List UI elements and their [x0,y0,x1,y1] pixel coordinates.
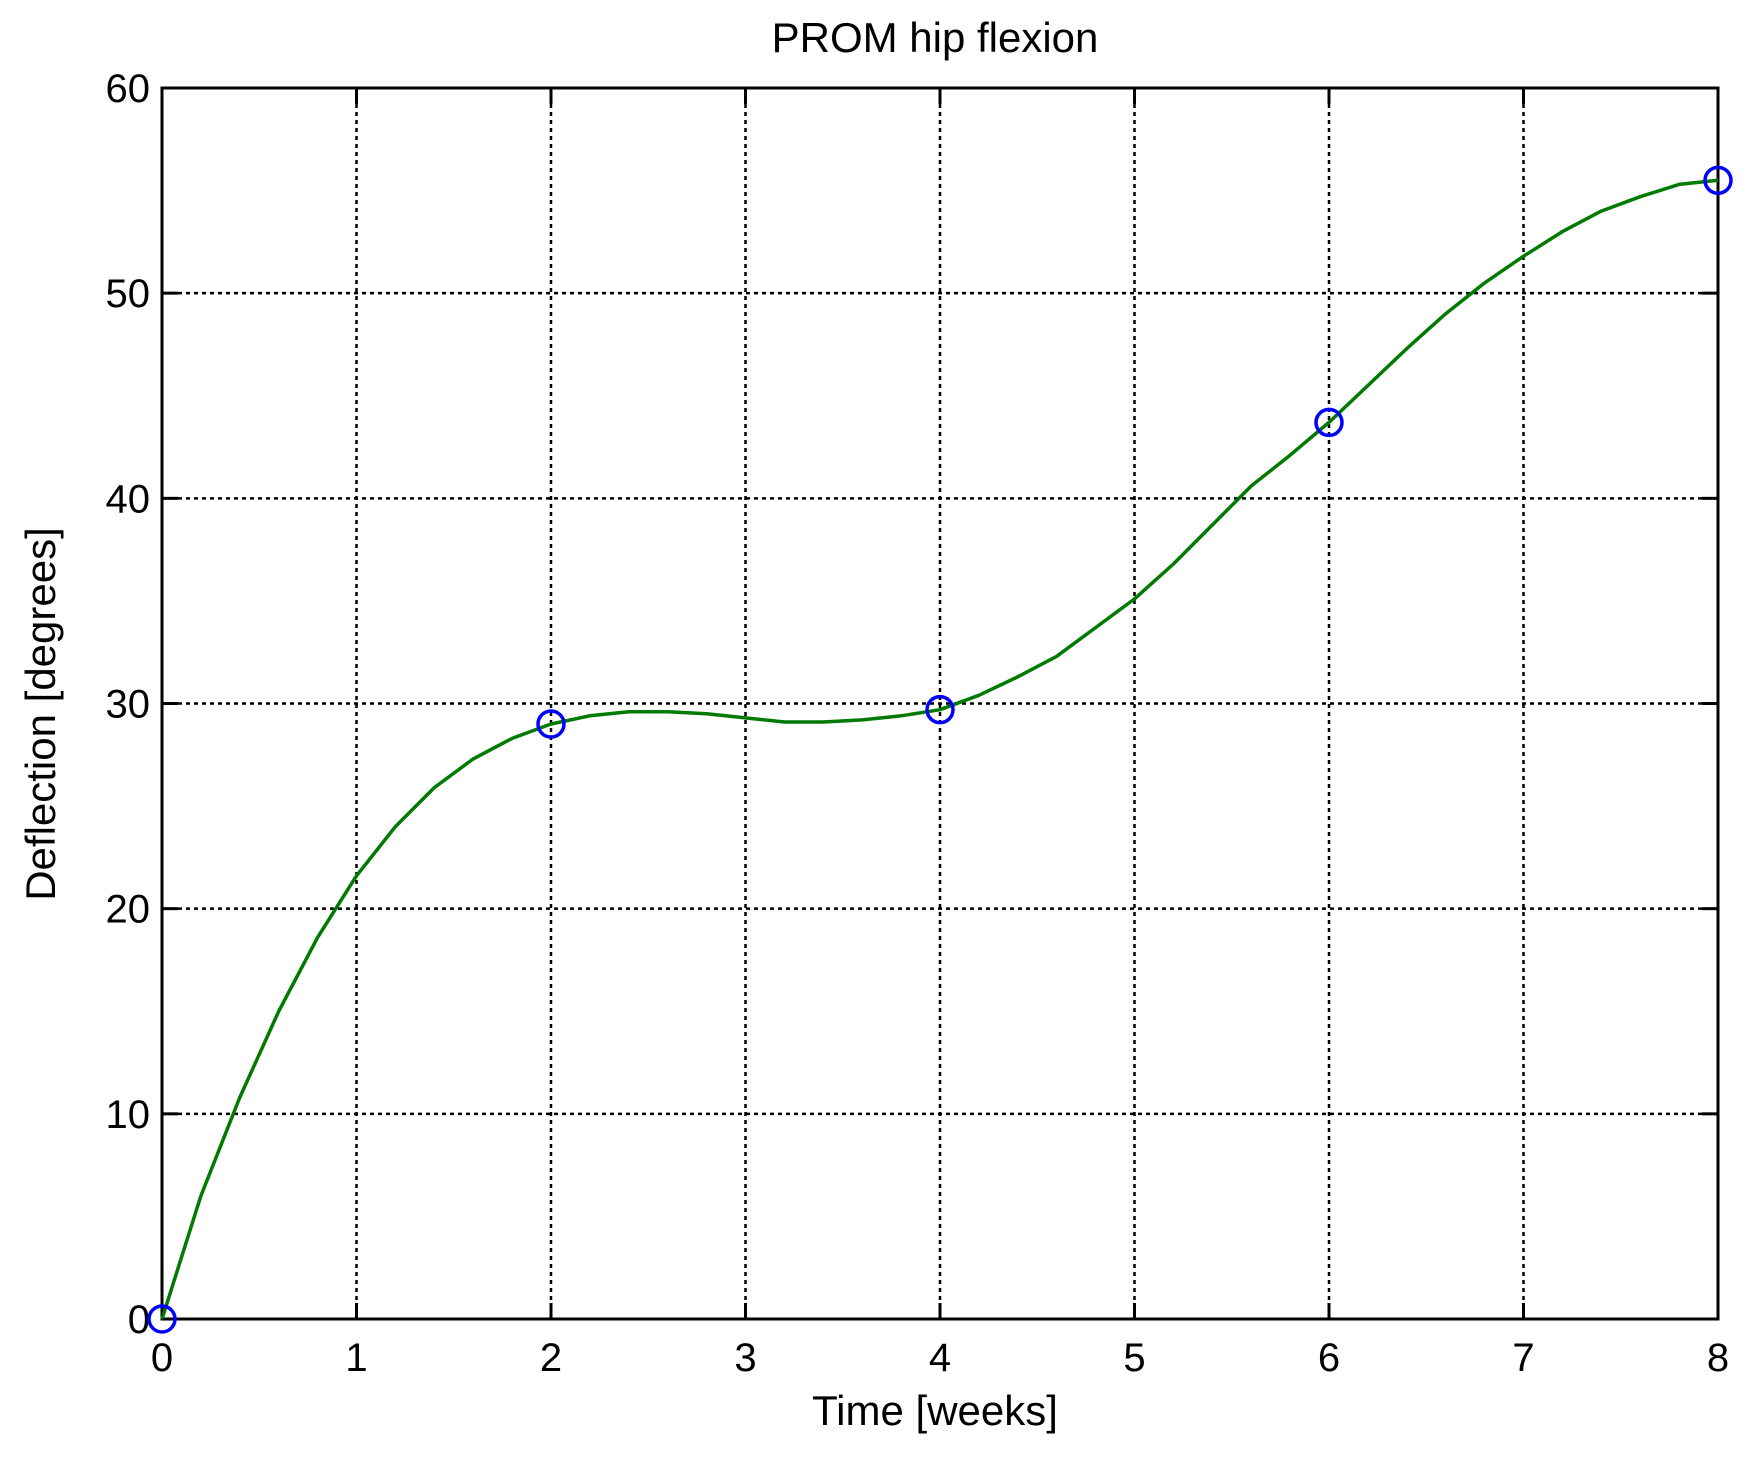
grid-lines [162,88,1718,1319]
series-layer [147,165,1733,1334]
x-axis-tick-labels: 0 1 2 3 4 5 6 7 8 [151,1336,1729,1380]
axis-ticks [160,86,1720,1321]
x-tick-label: 4 [929,1336,951,1380]
x-tick-label: 3 [734,1336,756,1380]
data-point [147,1304,177,1334]
x-tick-label: 1 [345,1336,367,1380]
data-point [536,709,566,739]
x-tick-label: 7 [1512,1336,1534,1380]
y-tick-label: 60 [106,67,151,111]
x-axis-label: Time [weeks] [812,1387,1058,1434]
chart-title: PROM hip flexion [772,14,1099,61]
y-axis-tick-labels: 0 10 20 30 40 50 60 [106,67,151,1342]
x-tick-label: 8 [1707,1336,1729,1380]
data-point [925,694,955,725]
x-tick-label: 6 [1318,1336,1340,1380]
y-tick-label: 50 [106,272,151,316]
y-axis-label: Deflection [degrees] [17,527,64,901]
y-tick-label: 30 [106,683,151,727]
y-tick-label: 10 [106,1093,151,1137]
series-line [160,178,1719,1320]
y-tick-label: 40 [106,477,151,521]
x-tick-label: 5 [1123,1336,1145,1380]
data-point [1703,165,1733,196]
x-tick-label: 0 [151,1336,173,1380]
x-tick-label: 2 [540,1336,562,1380]
data-point [1314,407,1344,438]
y-tick-label: 20 [106,888,151,932]
y-tick-label: 0 [128,1298,150,1342]
